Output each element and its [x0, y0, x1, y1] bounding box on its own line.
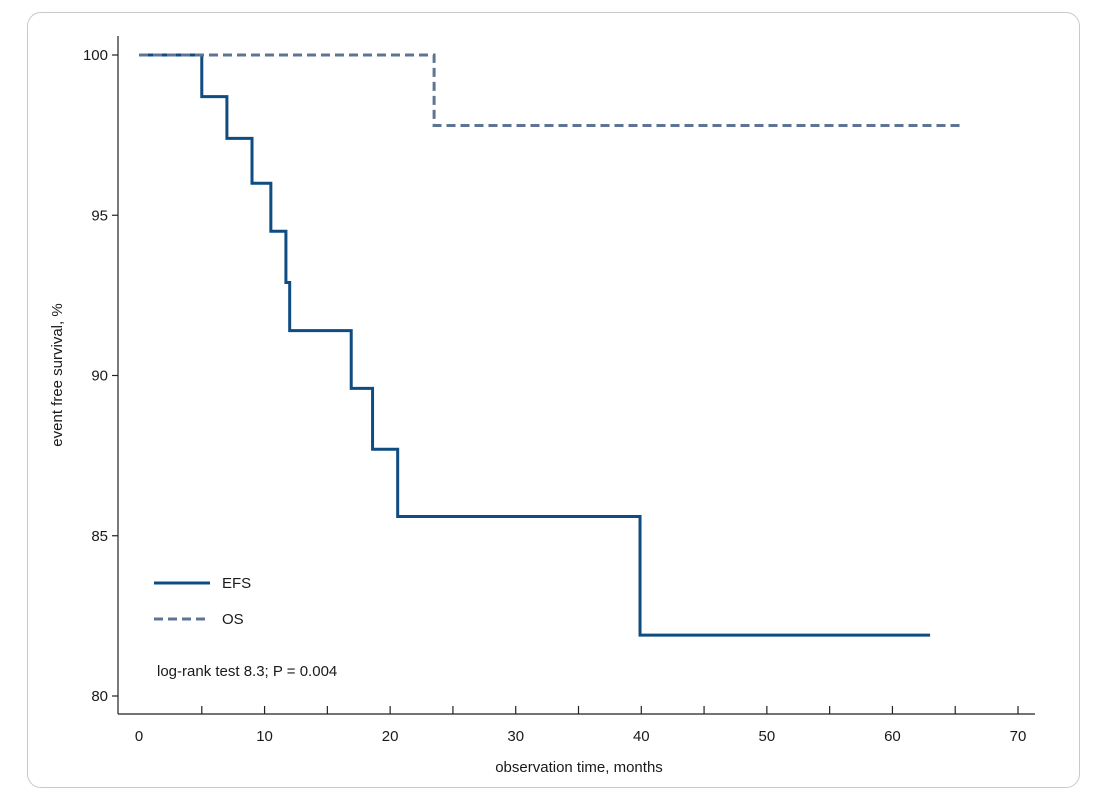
chart-frame: [27, 12, 1080, 788]
series-line-efs: [139, 53, 931, 637]
x-tick-label: 70: [1010, 728, 1027, 745]
y-axis-title: event free survival, %: [49, 303, 66, 446]
annotation-text: log-rank test 8.3; P = 0.004: [157, 663, 337, 680]
legend-label-os: OS: [222, 611, 244, 628]
x-tick-label: 10: [256, 728, 273, 745]
series-line-os: [139, 53, 962, 128]
x-tick-label: 50: [759, 728, 776, 745]
x-tick-label: 60: [884, 728, 901, 745]
y-tick-label: 85: [91, 528, 108, 545]
x-tick-label: 40: [633, 728, 650, 745]
x-tick-label: 30: [507, 728, 524, 745]
axes: 80 85 90 95 100 0 10 20 30 40 50 60 70: [83, 36, 1035, 745]
y-tick-label: 80: [91, 688, 108, 705]
y-tick-label: 95: [91, 207, 108, 224]
legend-label-efs: EFS: [222, 575, 251, 592]
x-axis-title: observation time, months: [495, 759, 663, 776]
plot-area: [139, 53, 962, 637]
y-tick-label: 90: [91, 368, 108, 385]
y-tick-label: 100: [83, 47, 108, 64]
legend: EFS OS: [154, 575, 251, 628]
x-tick-label: 20: [382, 728, 399, 745]
x-tick-label: 0: [135, 728, 143, 745]
